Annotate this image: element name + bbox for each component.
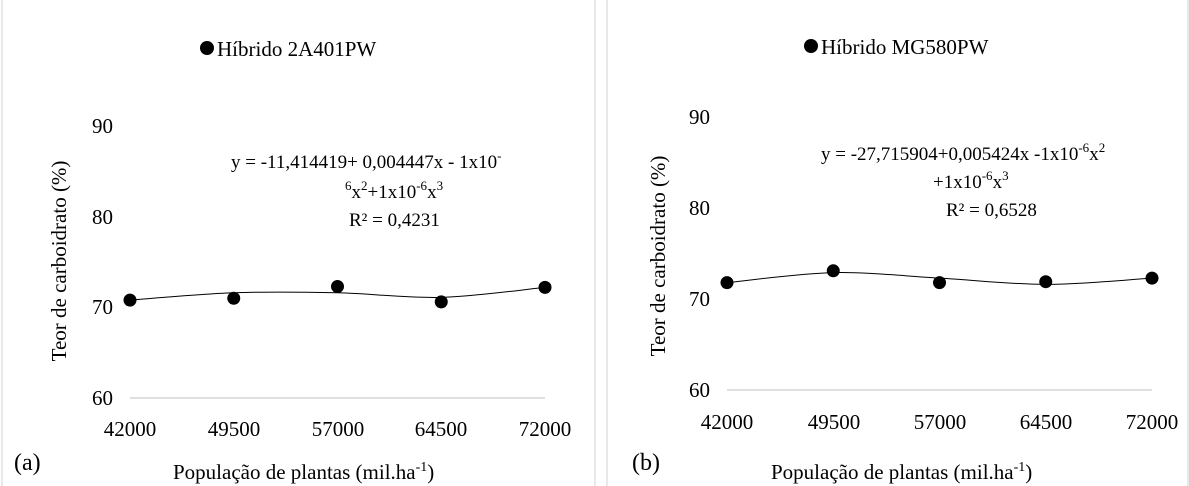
data-point-b-4 — [1039, 275, 1053, 289]
data-point-a-1 — [123, 293, 137, 307]
data-point-a-5 — [538, 280, 552, 294]
x-tick-label: 49500 — [808, 410, 861, 434]
x-tick-label: 42000 — [701, 410, 754, 434]
x-axis-label-b: População de plantas (mil.ha-1) — [771, 460, 1032, 484]
y-tick-label: 70 — [92, 295, 113, 319]
data-point-b-1 — [720, 276, 734, 290]
trendline-equation-line2: 6x2+1x10-6x3 — [345, 178, 443, 203]
equation-b: y = -27,715904+0,005424x -1x10-6x2 +1x10… — [821, 140, 1105, 221]
trendline-equation-line1: y = -11,414419+ 0,004447x - 1x10- — [231, 148, 501, 173]
chart-panel-a: Híbrido 2A401PW 90 80 70 60 Teor de carb… — [14, 37, 571, 484]
data-point-b-2 — [826, 264, 840, 278]
panel-label-b: (b) — [632, 450, 660, 476]
x-tick-label: 42000 — [104, 417, 157, 441]
x-axis-a: 42000 49500 57000 64500 72000 — [104, 417, 572, 441]
panel-label-a: (a) — [14, 450, 41, 476]
data-point-a-4 — [434, 295, 448, 309]
x-tick-label: 72000 — [1126, 410, 1179, 434]
legend-label-b: Híbrido MG580PW — [821, 35, 989, 59]
y-axis-label-b: Teor de carboidrato (%) — [646, 156, 670, 357]
y-tick-label: 90 — [92, 114, 113, 138]
y-axis-b: 90 80 70 60 — [689, 105, 710, 402]
x-tick-label: 57000 — [914, 410, 967, 434]
x-tick-label: 57000 — [312, 417, 365, 441]
x-axis-label-a: População de plantas (mil.ha-1) — [173, 460, 434, 484]
y-tick-label: 80 — [689, 196, 710, 220]
data-point-b-3 — [933, 276, 946, 290]
x-axis-b: 42000 49500 57000 64500 72000 — [701, 410, 1179, 434]
y-tick-label: 60 — [92, 386, 113, 410]
equation-a: y = -11,414419+ 0,004447x - 1x10- 6x2+1x… — [231, 148, 501, 231]
x-tick-label: 72000 — [519, 417, 572, 441]
x-tick-label: 64500 — [415, 417, 468, 441]
trendline-equation-line2: +1x10-6x3 — [933, 168, 1009, 193]
y-tick-label: 90 — [689, 105, 710, 129]
r-squared-label: R² = 0,4231 — [349, 210, 440, 231]
data-point-b-5 — [1145, 271, 1159, 285]
chart-panel-b: Híbrido MG580PW 90 80 70 60 Teor de carb… — [632, 35, 1178, 484]
legend-marker-b — [804, 39, 818, 53]
y-tick-label: 70 — [689, 287, 710, 311]
r-squared-label: R² = 0,6528 — [946, 200, 1037, 221]
legend-marker-a — [200, 41, 214, 55]
y-tick-label: 80 — [92, 205, 113, 229]
data-point-a-2 — [227, 291, 241, 305]
trendline-equation-line1: y = -27,715904+0,005424x -1x10-6x2 — [821, 140, 1105, 165]
data-point-a-3 — [331, 280, 344, 293]
y-axis-a: 90 80 70 60 — [92, 114, 113, 410]
legend-label-a: Híbrido 2A401PW — [217, 37, 376, 61]
y-tick-label: 60 — [689, 378, 710, 402]
x-tick-label: 64500 — [1020, 410, 1073, 434]
x-tick-label: 49500 — [208, 417, 261, 441]
y-axis-label-a: Teor de carboidrato (%) — [47, 161, 71, 362]
